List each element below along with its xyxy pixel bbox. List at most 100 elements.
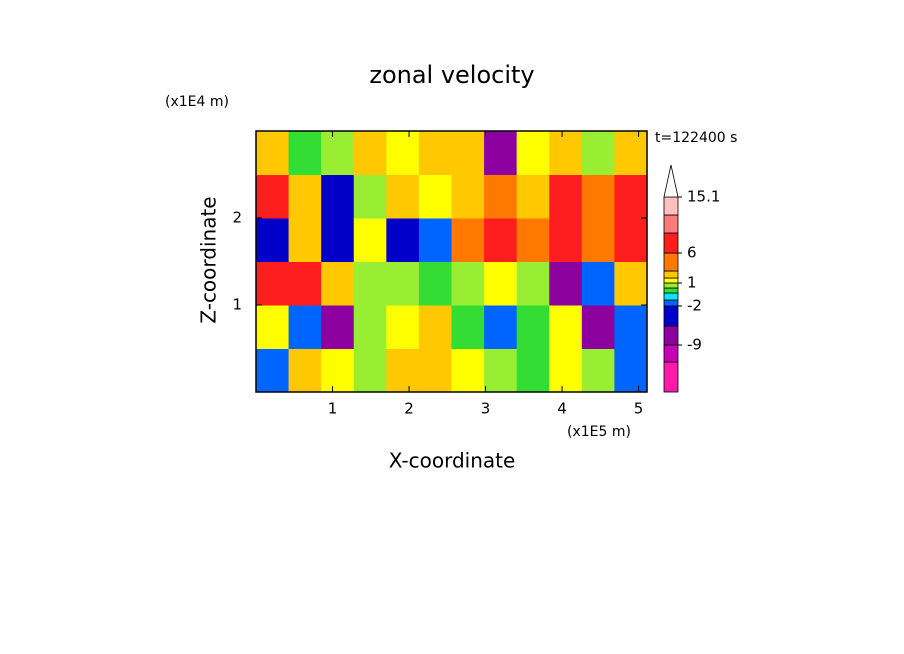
colorbar-box: [663, 277, 679, 284]
colorbar-tick-label: -2: [687, 297, 702, 315]
contour-cell: [288, 218, 322, 262]
y-tick-label: 2: [232, 209, 242, 227]
contour-cell: [516, 261, 550, 306]
contour-cell: [418, 348, 452, 393]
contour-cell: [353, 261, 387, 306]
contour-cell: [581, 348, 615, 393]
plot-frame: [255, 130, 648, 393]
contour-cell: [614, 305, 648, 349]
contour-cell: [451, 261, 485, 306]
contour-cell: [256, 174, 290, 219]
contour-cell: [484, 348, 518, 393]
colorbar-box: [663, 361, 679, 393]
contour-cell: [484, 218, 518, 262]
contour-cell: [516, 131, 550, 175]
contour-cell: [386, 174, 420, 219]
contour-cell: [353, 174, 387, 219]
contour-cell: [614, 174, 648, 219]
contour-cell: [614, 218, 648, 262]
contour-cell: [581, 218, 615, 262]
contour-cell: [549, 131, 583, 175]
contour-cell: [614, 261, 648, 306]
contour-cell: [321, 261, 355, 306]
contour-cell: [484, 174, 518, 219]
contour-cell: [353, 348, 387, 393]
colorbar-box: [663, 325, 679, 346]
contour-cell: [256, 131, 290, 175]
contour-cell: [288, 131, 322, 175]
contour-cell: [484, 305, 518, 349]
contour-cell: [549, 305, 583, 349]
y-unit: (x1E4 m): [165, 94, 229, 110]
contour-cell: [353, 218, 387, 262]
x-tick-label: 5: [634, 400, 644, 418]
colorbar-extension: [663, 164, 679, 198]
annotation: t=122400 s: [655, 130, 737, 146]
contour-cell: [321, 348, 355, 393]
colorbar-box: [663, 232, 679, 254]
x-axis-label: X-coordinate: [389, 449, 516, 473]
contour-cell: [484, 261, 518, 306]
contour-cell: [581, 261, 615, 306]
y-axis-label: Z-coordinate: [197, 196, 221, 323]
contour-cell: [288, 348, 322, 393]
contour-cell: [451, 174, 485, 219]
contour-cell: [451, 305, 485, 349]
contour-cell: [386, 131, 420, 175]
colorbar-box: [663, 299, 679, 307]
contour-cell: [451, 131, 485, 175]
contour-cell: [516, 305, 550, 349]
contour-cell: [353, 131, 387, 175]
contour-cell: [451, 218, 485, 262]
contour-cell: [549, 218, 583, 262]
colorbar-box: [663, 287, 679, 294]
contour-cell: [418, 218, 452, 262]
contour-cell: [614, 348, 648, 393]
x-unit: (x1E5 m): [567, 424, 631, 440]
contour-cell: [256, 348, 290, 393]
contour-cell: [418, 261, 452, 306]
contour-cell: [288, 261, 322, 306]
contour-cell: [549, 348, 583, 393]
chart-title: zonal velocity: [369, 61, 534, 89]
colorbar-box: [663, 292, 679, 301]
contour-cell: [418, 174, 452, 219]
contour-cell: [418, 131, 452, 175]
contour-cell: [256, 218, 290, 262]
colorbar-tick-label: -9: [687, 336, 702, 354]
x-tick-label: 3: [481, 400, 491, 418]
contour-cell: [581, 174, 615, 219]
contour-cell: [321, 131, 355, 175]
x-tick-label: 4: [557, 400, 567, 418]
contour-cell: [581, 305, 615, 349]
contour-cell: [614, 131, 648, 175]
contour-cell: [516, 348, 550, 393]
y-tick-label: 1: [232, 296, 242, 314]
contour-cell: [451, 348, 485, 393]
contour-cell: [288, 174, 322, 219]
contour-cell: [386, 261, 420, 306]
contour-cell: [516, 174, 550, 219]
contour-cell: [516, 218, 550, 262]
colorbar-box: [663, 252, 679, 272]
contour-cell: [418, 305, 452, 349]
colorbar-tick-label: 1: [687, 274, 697, 292]
contour-cell: [256, 305, 290, 349]
contour-cell: [484, 131, 518, 175]
colorbar-box: [663, 305, 679, 327]
contour-cell: [386, 218, 420, 262]
contour-cell: [581, 131, 615, 175]
contour-cell: [549, 261, 583, 306]
contour-cell: [288, 305, 322, 349]
x-tick-label: 2: [404, 400, 414, 418]
contour-cell: [353, 305, 387, 349]
colorbar-box: [663, 282, 679, 289]
colorbar-box: [663, 270, 679, 279]
colorbar-tick-label: 15.1: [687, 188, 720, 206]
contour-cell: [549, 174, 583, 219]
contour-cell: [256, 261, 290, 306]
colorbar-tick-label: 6: [687, 244, 697, 262]
x-tick-label: 1: [328, 400, 338, 418]
colorbar-box: [663, 196, 679, 216]
